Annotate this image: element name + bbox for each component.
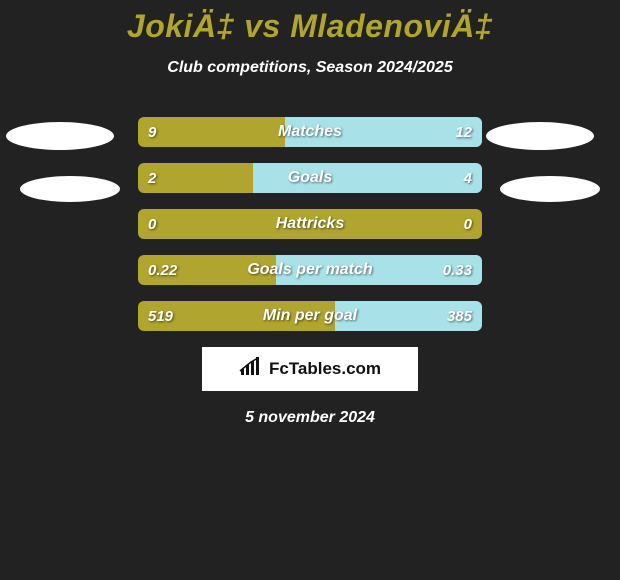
stat-row: 24Goals — [138, 163, 482, 193]
brand-text: FcTables.com — [269, 359, 381, 379]
stat-row: 0.220.33Goals per match — [138, 255, 482, 285]
player-left-badge-2 — [20, 176, 120, 202]
page-title: JokiÄ‡ vs MladenoviÄ‡ — [0, 0, 620, 45]
player-left-badge-1 — [6, 122, 114, 150]
comparison-bars: 912Matches 24Goals 00Hattricks 0.220.33Goal… — [138, 117, 482, 331]
bar-chart-icon — [239, 357, 263, 382]
stat-label: Goals per match — [138, 255, 482, 285]
stat-label: Hattricks — [138, 209, 482, 239]
stat-label: Goals — [138, 163, 482, 193]
player-right-badge-2 — [500, 176, 600, 202]
stat-row: 00Hattricks — [138, 209, 482, 239]
page-subtitle: Club competitions, Season 2024/2025 — [0, 59, 620, 77]
player-right-badge-1 — [486, 122, 594, 150]
footer-date: 5 november 2024 — [0, 409, 620, 427]
brand-box[interactable]: FcTables.com — [202, 347, 418, 391]
stat-row: 519385Min per goal — [138, 301, 482, 331]
stat-label: Matches — [138, 117, 482, 147]
stat-row: 912Matches — [138, 117, 482, 147]
stat-label: Min per goal — [138, 301, 482, 331]
stats-comparison-card: JokiÄ‡ vs MladenoviÄ‡ Club competitions,… — [0, 0, 620, 427]
